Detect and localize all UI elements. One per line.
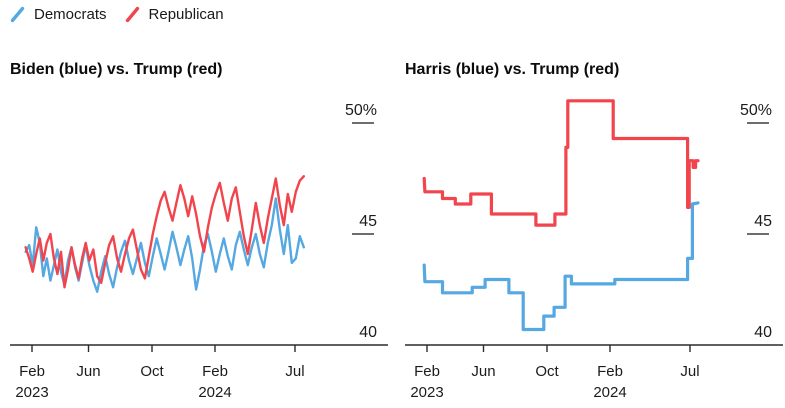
harris-democrats-line [422,201,700,332]
legend: Democrats Republican [10,6,224,23]
biden-trump-chart-title: Biden (blue) vs. Trump (red) [10,61,223,78]
trump-republican-line [24,175,305,289]
biden-democrats-line [24,197,305,293]
harris-trump-chart-title: Harris (blue) vs. Trump (red) [405,61,620,78]
y-tick-label: 50% [740,102,772,119]
y-tick-label: 40 [359,324,377,341]
x-tick-label: Jul [680,363,699,380]
x-tick-label: Oct [535,363,559,380]
y-tick-label: 45 [754,213,772,230]
trump-republican-line [422,99,700,227]
x-tick-label: Jul [285,363,304,380]
x-tick-label: Feb [202,363,228,380]
y-tick-label: 50% [345,102,377,119]
y-tick-label: 40 [754,324,772,341]
legend-label-democrats: Democrats [34,6,107,23]
harris-trump-chart: Feb 2023 Jun Oct Feb 2024 Jul 50% 45 40 [405,99,783,401]
x-tick-label: Oct [140,363,164,380]
legend-label-republican: Republican [148,6,224,23]
legend-item-democrats: Democrats [10,6,107,23]
x-tick-year-label: 2024 [593,384,626,401]
y-tick-label: 45 [359,213,377,230]
x-tick-year-label: 2023 [410,384,443,401]
biden-trump-chart: Feb 2023 Jun Oct Feb 2024 Jul 50% 45 40 [10,102,388,401]
republican-slash-icon [125,6,139,23]
x-tick-label: Feb [414,363,440,380]
x-tick-label: Feb [597,363,623,380]
democrats-slash-icon [10,6,25,23]
legend-item-republican: Republican [125,6,224,23]
x-tick-label: Jun [471,363,495,380]
x-tick-label: Feb [19,363,45,380]
x-tick-year-label: 2023 [15,384,48,401]
x-tick-year-label: 2024 [198,384,231,401]
x-tick-label: Jun [76,363,100,380]
